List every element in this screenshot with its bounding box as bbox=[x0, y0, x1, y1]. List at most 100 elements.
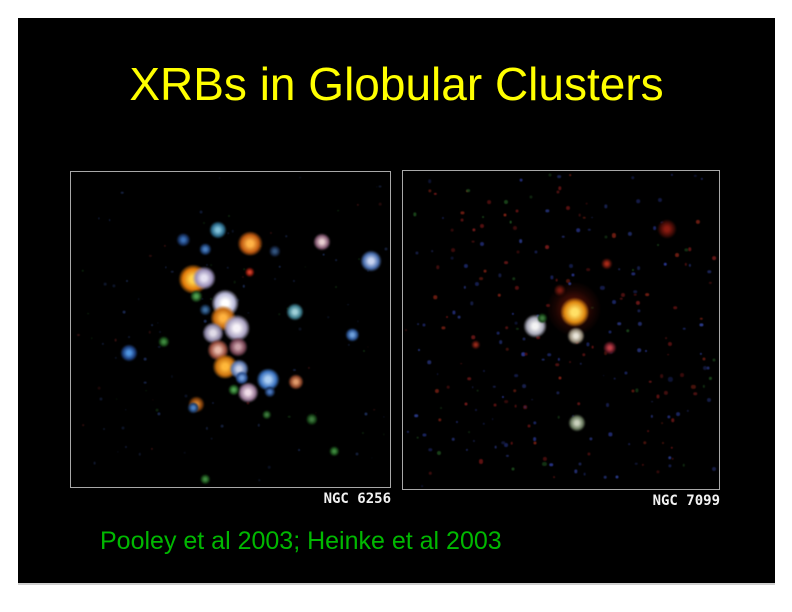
background-noise-dot bbox=[682, 464, 685, 467]
background-noise-dot bbox=[656, 394, 660, 398]
xray-source-star bbox=[264, 385, 276, 398]
background-noise-dot bbox=[585, 342, 590, 346]
xray-source-star bbox=[554, 284, 566, 296]
background-noise-dot bbox=[206, 264, 209, 267]
background-noise-dot bbox=[471, 228, 476, 232]
background-noise-dot bbox=[125, 409, 127, 411]
background-noise-dot bbox=[668, 377, 673, 382]
background-noise-dot bbox=[203, 222, 206, 225]
background-noise-dot bbox=[657, 244, 660, 247]
background-noise-dot bbox=[501, 440, 505, 445]
background-noise-dot bbox=[420, 484, 423, 487]
background-noise-dot bbox=[471, 386, 474, 388]
background-noise-dot bbox=[361, 431, 365, 434]
background-noise-dot bbox=[659, 374, 664, 379]
background-noise-dot bbox=[702, 365, 707, 370]
background-noise-dot bbox=[676, 412, 681, 417]
background-noise-dot bbox=[671, 418, 675, 422]
background-noise-dot bbox=[378, 202, 382, 206]
background-noise-dot bbox=[101, 342, 104, 345]
background-noise-dot bbox=[604, 235, 608, 239]
background-noise-dot bbox=[641, 464, 644, 467]
background-noise-dot bbox=[668, 455, 672, 460]
background-noise-dot bbox=[278, 313, 281, 315]
xray-source-star bbox=[345, 328, 359, 342]
background-noise-dot bbox=[576, 401, 581, 406]
background-noise-dot bbox=[91, 337, 93, 340]
background-noise-dot bbox=[412, 212, 417, 217]
background-noise-dot bbox=[210, 437, 213, 441]
background-noise-dot bbox=[87, 312, 90, 315]
background-noise-dot bbox=[269, 231, 272, 234]
background-noise-dot bbox=[503, 199, 508, 204]
background-noise-dot bbox=[376, 186, 378, 188]
background-noise-dot bbox=[516, 327, 519, 330]
background-noise-dot bbox=[358, 258, 360, 260]
background-noise-dot bbox=[541, 358, 545, 361]
background-noise-dot bbox=[183, 394, 188, 398]
background-noise-dot bbox=[474, 281, 479, 287]
background-noise-dot bbox=[636, 265, 641, 270]
image-panel-ngc7099: NGC 7099 bbox=[402, 170, 720, 508]
background-noise-dot bbox=[634, 462, 638, 465]
background-noise-dot bbox=[436, 450, 441, 455]
background-noise-dot bbox=[628, 443, 630, 446]
background-noise-dot bbox=[257, 424, 261, 427]
xray-source-star bbox=[256, 368, 280, 391]
xray-source-star bbox=[228, 337, 248, 357]
background-noise-dot bbox=[158, 331, 161, 334]
background-noise-dot bbox=[143, 381, 147, 384]
xray-source-star bbox=[286, 303, 304, 321]
xray-source-star bbox=[192, 267, 216, 290]
background-noise-dot bbox=[242, 285, 245, 288]
background-noise-dot bbox=[631, 272, 635, 276]
background-noise-dot bbox=[287, 415, 291, 419]
background-noise-dot bbox=[699, 317, 703, 321]
background-noise-dot bbox=[112, 284, 116, 288]
background-noise-dot bbox=[545, 244, 550, 249]
background-noise-dot bbox=[228, 215, 231, 218]
background-noise-dot bbox=[493, 403, 497, 407]
background-noise-dot bbox=[553, 476, 556, 479]
xray-source-star bbox=[120, 344, 138, 362]
background-noise-dot bbox=[711, 467, 716, 472]
image-label-ngc7099: NGC 7099 bbox=[652, 493, 720, 509]
background-noise-dot bbox=[347, 343, 351, 347]
background-noise-dot bbox=[709, 377, 712, 380]
background-noise-dot bbox=[220, 424, 224, 428]
background-noise-dot bbox=[128, 336, 131, 339]
background-noise-dot bbox=[482, 422, 486, 425]
background-noise-dot bbox=[621, 293, 626, 298]
background-noise-dot bbox=[163, 244, 166, 247]
background-noise-dot bbox=[170, 375, 173, 378]
background-noise-dot bbox=[441, 326, 446, 330]
background-noise-dot bbox=[103, 428, 106, 431]
background-noise-dot bbox=[590, 216, 593, 219]
background-noise-dot bbox=[406, 430, 409, 433]
xray-source-star bbox=[176, 233, 190, 247]
background-noise-dot bbox=[145, 389, 147, 392]
background-noise-dot bbox=[416, 436, 420, 439]
background-noise-dot bbox=[586, 267, 591, 272]
background-noise-dot bbox=[608, 330, 612, 334]
background-noise-dot bbox=[664, 390, 669, 395]
xray-source-star bbox=[199, 243, 211, 256]
background-noise-dot bbox=[522, 384, 527, 389]
background-noise-dot bbox=[227, 232, 229, 234]
background-noise-dot bbox=[636, 300, 641, 305]
background-noise-dot bbox=[512, 225, 517, 230]
background-noise-dot bbox=[505, 325, 509, 330]
background-noise-dot bbox=[242, 276, 245, 279]
background-noise-dot bbox=[206, 427, 209, 430]
background-noise-dot bbox=[510, 442, 514, 445]
xray-source-star bbox=[603, 341, 617, 355]
background-noise-dot bbox=[307, 366, 311, 369]
background-noise-dot bbox=[688, 264, 691, 267]
background-noise-dot bbox=[405, 329, 408, 331]
background-noise-dot bbox=[630, 176, 635, 180]
background-noise-dot bbox=[627, 232, 633, 237]
background-noise-dot bbox=[578, 462, 582, 466]
background-noise-dot bbox=[651, 400, 653, 403]
background-noise-dot bbox=[613, 377, 616, 380]
background-noise-dot bbox=[587, 228, 591, 232]
